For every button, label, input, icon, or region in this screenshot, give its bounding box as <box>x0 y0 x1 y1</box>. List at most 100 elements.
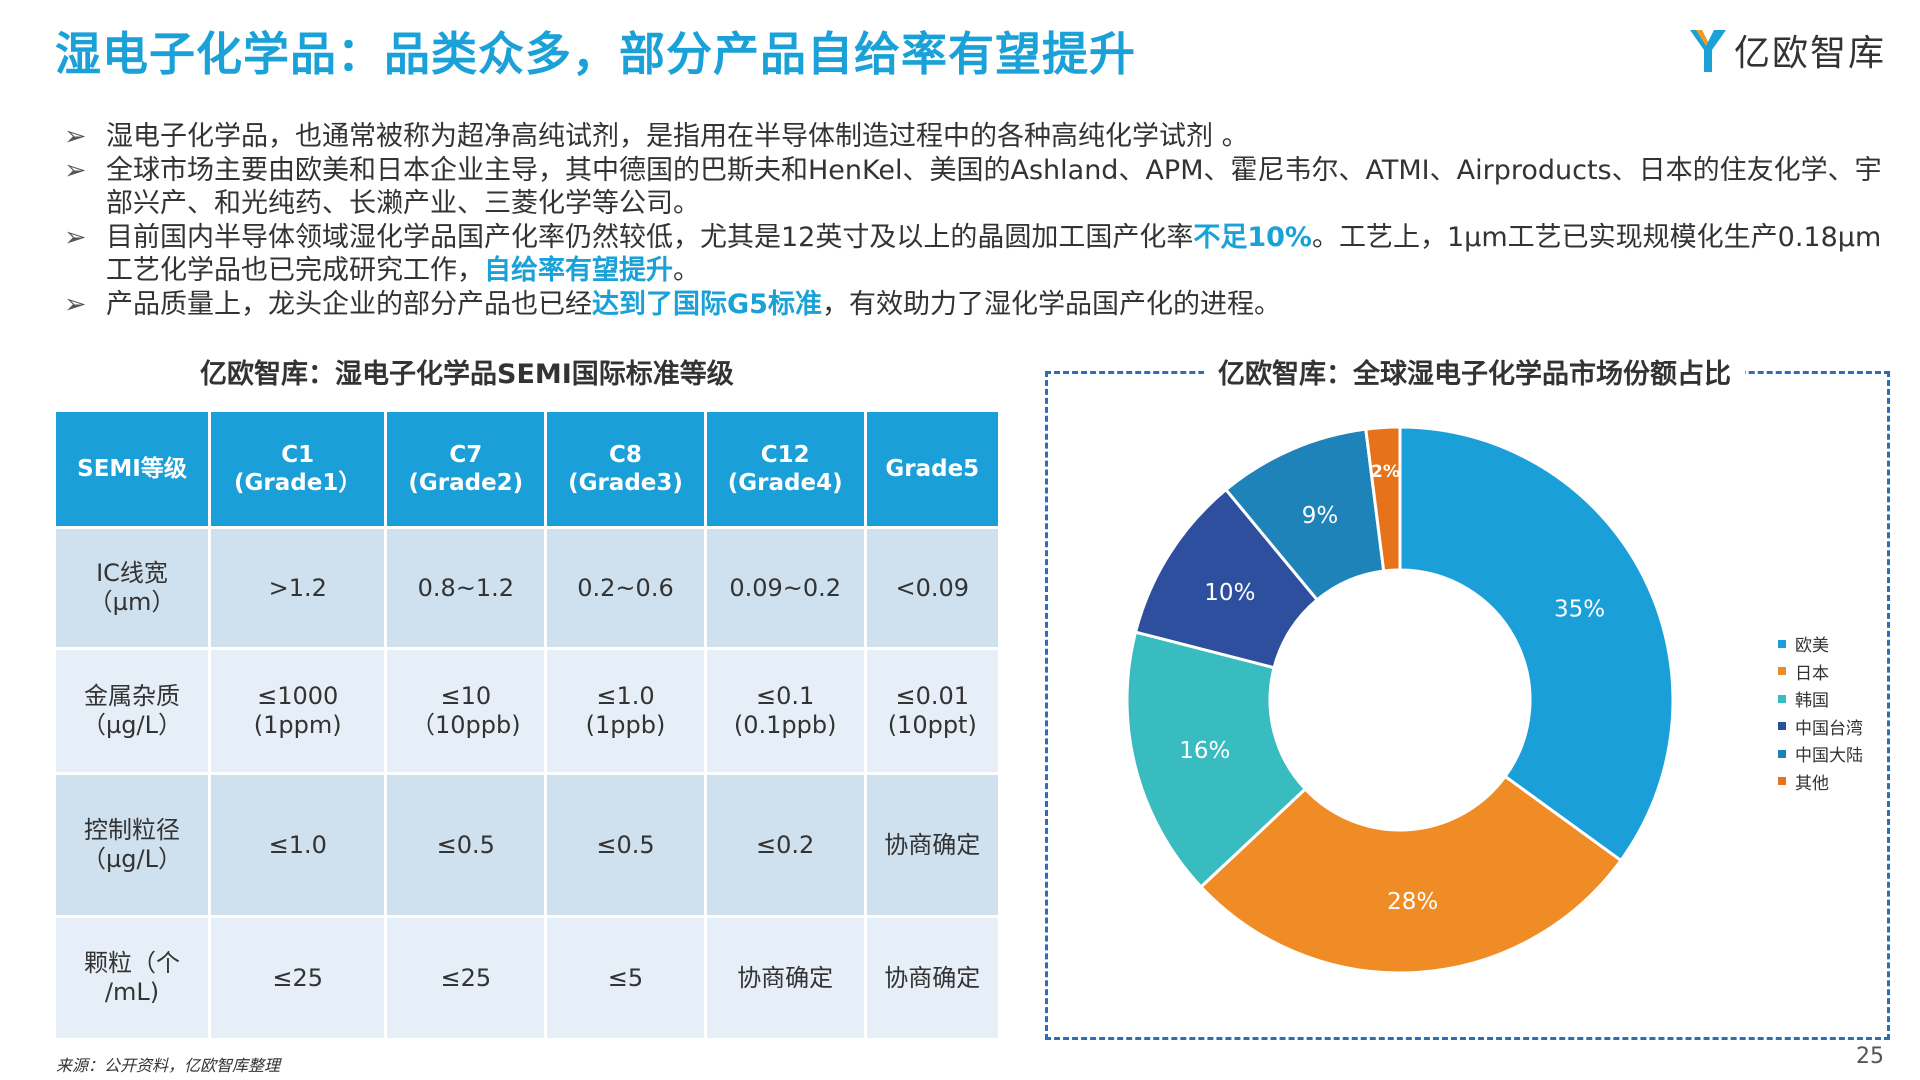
slice-label: 10% <box>1204 580 1255 606</box>
cell-line: ≤0.1 <box>756 682 815 710</box>
cell-line: 协商确定 <box>737 963 834 992</box>
table-header-cell: C7 (Grade2) <box>387 412 545 526</box>
row-header-cell: IC线宽 （µm） <box>56 529 208 647</box>
slice-label: 35% <box>1554 597 1605 623</box>
table-cell: ≤25 <box>211 918 385 1038</box>
page-number: 25 <box>1856 1044 1884 1069</box>
header-line: C8 <box>609 442 642 468</box>
row-header-cell: 控制粒径 （µg/L） <box>56 775 208 915</box>
table-cell: ≤10 （10ppb) <box>387 650 545 772</box>
cell-line: ≤0.2 <box>756 830 815 859</box>
highlight-text: 自给率有望提升 <box>484 255 673 286</box>
table-cell: ≤1.0 (1ppb) <box>547 650 704 772</box>
bullet-item: ➢ 目前国内半导体领域湿化学品国产化率仍然较低，尤其是12英寸及以上的晶圆加工国产… <box>64 221 1894 288</box>
table-cell: ≤0.2 <box>706 775 864 915</box>
bullet-item: ➢ 产品质量上，龙头企业的部分产品也已经达到了国际G5标准，有效助力了湿化学品国产… <box>64 288 1894 322</box>
cell-line: <0.09 <box>895 573 970 602</box>
cell-line: ≤1.0 <box>268 830 327 859</box>
bullet-text: 湿电子化学品，也通常被称为超净高纯试剂，是指用在半导体制造过程中的各种高纯化学试… <box>106 120 1894 154</box>
table-header-cell: C12 (Grade4) <box>706 412 864 526</box>
cell-line: 控制粒径 <box>84 816 180 844</box>
table-cell: ≤0.5 <box>387 775 545 915</box>
highlight-text: 达到了国际G5标准 <box>592 288 822 320</box>
table-title: 亿欧智库：湿电子化学品SEMI国际标准等级 <box>200 359 734 390</box>
cell-line: ≤0.01 <box>895 682 970 710</box>
cell-line: ≤25 <box>272 963 324 992</box>
table-header-cell: SEMI等级 <box>56 412 208 526</box>
cell-line: （10ppb) <box>410 711 521 739</box>
legend-swatch <box>1778 667 1786 676</box>
header-line: Grade5 <box>885 456 980 482</box>
logo: 亿欧智库 <box>1688 24 1886 76</box>
slice-label: 2% <box>1371 462 1400 482</box>
table-cell: ≤0.5 <box>547 775 704 915</box>
row-header-cell: 颗粒（个/mL) <box>56 918 208 1038</box>
header-line: C12 <box>760 442 810 468</box>
legend-label: 韩国 <box>1795 691 1829 712</box>
chart-title: 亿欧智库：全球湿电子化学品市场份额占比 <box>1204 352 1745 391</box>
slice-label: 28% <box>1387 889 1438 915</box>
legend-swatch <box>1778 749 1786 758</box>
bullet-text-part: 产品质量上，龙头企业的部分产品也已经 <box>106 288 592 320</box>
cell-line: 协商确定 <box>884 963 981 992</box>
chart-legend: 欧美日本韩国中国台湾 中国大陆 其他 <box>1778 630 1863 795</box>
cell-line: ≤5 <box>607 963 644 992</box>
cell-line: IC线宽 <box>96 559 168 587</box>
arrow-bullet-icon: ➢ <box>64 221 87 253</box>
cell-line: （µm） <box>88 588 176 616</box>
cell-line: 金属杂质 <box>84 682 180 710</box>
cell-line: ≤0.5 <box>436 830 495 859</box>
cell-line: （µg/L） <box>82 711 182 739</box>
table-cell: <0.09 <box>866 529 998 647</box>
table-cell: ≤0.1 (0.1ppb) <box>706 650 864 772</box>
donut-slice <box>1125 630 1308 890</box>
legend-label: 欧美 <box>1795 636 1829 657</box>
arrow-bullet-icon: ➢ <box>64 121 87 152</box>
legend-item: 欧美 <box>1778 630 1863 658</box>
donut-slice <box>1364 425 1402 573</box>
legend-label: 中国台湾 <box>1795 718 1863 739</box>
bullet-text-part: 。 <box>673 255 700 286</box>
header-line: C7 <box>449 442 483 468</box>
cell-line: (1ppm) <box>253 711 342 739</box>
legend-swatch <box>1778 694 1786 703</box>
page-title: 湿电子化学品：品类众多，部分产品自给率有望提升 <box>55 27 1136 81</box>
bullet-text-part: ，有效助力了湿化学品国产化的进程。 <box>821 288 1281 320</box>
cell-line: （µg/L） <box>82 845 182 873</box>
cell-line: 0.8~1.2 <box>417 573 515 602</box>
legend-item: 其他 <box>1778 768 1863 796</box>
bullet-item: ➢ 湿电子化学品，也通常被称为超净高纯试剂，是指用在半导体制造过程中的各种高纯化学… <box>64 120 1894 154</box>
table-header-cell: Grade5 <box>866 412 998 526</box>
bullet-text-part: 。工艺上，1µm工艺已实现规模化生产0.18µm工艺化学品也已完成研究工作， <box>106 221 1882 287</box>
cell-line: ≤0.5 <box>596 830 655 859</box>
table-row: 控制粒径 （µg/L） ≤1.0 ≤0.5 ≤0.5 ≤0.2 协商确定 <box>56 775 998 915</box>
cell-line: ≤25 <box>440 963 492 992</box>
table-header-row: SEMI等级 C1 (Grade1） C7 (Grade2) C8 (Grade3) C12(… <box>56 412 998 526</box>
bullet-text-part: 全球市场主要由欧美和日本企业主导，其中德国的巴斯夫和HenKel、美国的Ashl… <box>106 154 1882 220</box>
legend-swatch <box>1778 722 1786 731</box>
legend-swatch <box>1778 639 1786 648</box>
table-cell: ≤0.01 (10ppt) <box>866 650 998 772</box>
legend-label: 日本 <box>1795 663 1829 684</box>
table-cell: 协商确定 <box>866 775 998 915</box>
bullet-text-part: 湿电子化学品，也通常被称为超净高纯试剂，是指用在半导体制造过程中的各种高纯化学试… <box>106 121 1249 152</box>
cell-line: /mL) <box>104 978 160 1006</box>
header-line: C1 <box>281 442 315 468</box>
slice-label: 16% <box>1179 738 1230 764</box>
table-cell: ≤1.0 <box>211 775 385 915</box>
bullet-text: 目前国内半导体领域湿化学品国产化率仍然较低，尤其是12英寸及以上的晶圆加工国产化… <box>106 221 1894 288</box>
legend-item: 中国大陆 <box>1778 740 1863 768</box>
slice-label: 9% <box>1302 503 1339 529</box>
legend-swatch <box>1778 777 1786 786</box>
bullet-text-part: 目前国内半导体领域湿化学品国产化率仍然较低，尤其是12英寸及以上的晶圆加工国产化… <box>106 221 1194 253</box>
legend-item: 中国台湾 <box>1778 713 1863 741</box>
cell-line: (0.1ppb) <box>733 711 837 739</box>
donut-slice <box>1198 774 1623 975</box>
header-line: (Grade1） <box>234 470 362 496</box>
header-line: (Grade3) <box>568 470 683 496</box>
cell-line: 颗粒（个 <box>84 949 180 977</box>
legend-item: 韩国 <box>1778 685 1863 713</box>
bullet-list: ➢ 湿电子化学品，也通常被称为超净高纯试剂，是指用在半导体制造过程中的各种高纯化学… <box>64 120 1894 321</box>
cell-line: ≤10 <box>440 682 492 710</box>
donut-slice <box>1398 425 1675 863</box>
